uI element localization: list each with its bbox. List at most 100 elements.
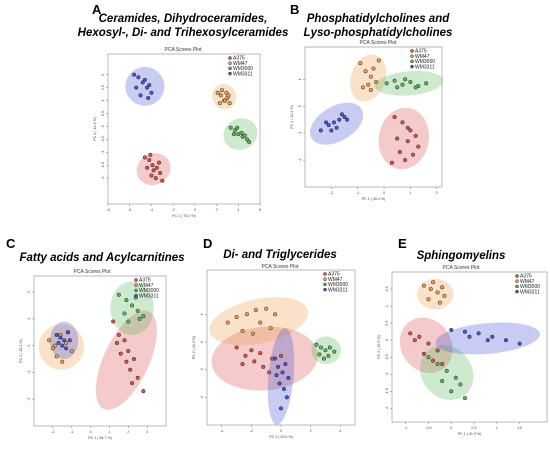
- panel-d-point-a375: [261, 364, 266, 369]
- panel-e-point-wm3000: [449, 389, 454, 394]
- panel-b-point-wm3000: [408, 79, 413, 85]
- panel-d-point-wm3000: [327, 345, 332, 350]
- panel-a-y-tick-label: -1.5: [101, 162, 105, 168]
- panel-c-point-a375: [111, 319, 116, 324]
- panel-c-plot: -2 -1 0 1 2 3 -2 -1 0 1 2 PC 1 ( 48.7 %) PC 2 ( 18.3…: [19, 275, 167, 440]
- panel-c-letter: C: [6, 236, 16, 251]
- panel-e-legend-marker: [515, 274, 519, 278]
- panel-e-point-wm3000: [435, 361, 440, 367]
- panel-e-x-tick-label: 1.5: [517, 426, 522, 430]
- panel-a-point-wm3311: [142, 77, 147, 82]
- panel-e-point-wm3000: [458, 382, 463, 387]
- panel-b-point-wm3311: [334, 125, 339, 130]
- panel-c-point-wm3000: [130, 303, 135, 308]
- panel-b-point-wm47: [358, 61, 363, 66]
- panel-b-point-wm3311: [326, 123, 331, 128]
- panel-d-point-a375: [258, 350, 263, 356]
- panel-d-point-wm3000: [318, 345, 324, 350]
- panel-b-point-wm3000: [424, 81, 429, 86]
- panel-a-letter: A: [92, 2, 102, 17]
- panel-a-point-a375: [151, 168, 156, 173]
- panel-e-plot-frame: [391, 271, 548, 423]
- panel-b-point-a375: [408, 128, 413, 133]
- panel-a-point-wm3311: [134, 85, 139, 90]
- panel-b-point-wm3000: [400, 82, 405, 87]
- panel-a-y-tick-label: 0.5: [101, 111, 105, 116]
- panel-b-plot-title: PCA Scores Plot: [360, 40, 398, 46]
- panel-c-point-wm47: [60, 359, 65, 364]
- panel-a-point-a375: [160, 178, 165, 183]
- panel-b-legend-marker: [410, 64, 414, 69]
- panel-d: D Di- and Triglycerides PCA Scores Plot: [203, 236, 337, 270]
- panel-d-ellipse-a375: [211, 326, 318, 391]
- panel-c-y-tick-label: -1: [27, 371, 31, 374]
- panel-c-point-wm3311: [67, 338, 72, 343]
- panel-b-point-wm47: [368, 74, 373, 79]
- panel-c-x-tick-label: 1: [108, 430, 110, 434]
- panel-b-point-a375: [413, 133, 418, 138]
- panel-b-ellipse-wm3311: [310, 102, 364, 145]
- panel-c-point-wm3311: [54, 332, 59, 337]
- panel-d-point-wm47: [258, 320, 263, 325]
- panel-e: E Sphingomyelins PCA Scores Plot: [398, 236, 505, 271]
- panel-d-title-line-1: Di- and Triglycerides: [223, 249, 337, 261]
- panel-c-x-tick-label: -1: [70, 430, 73, 434]
- panel-d-point-wm3311: [273, 356, 278, 361]
- panel-c-legend-label: WM3311: [139, 293, 159, 299]
- panel-b-point-wm3311: [337, 117, 342, 122]
- panel-d-point-wm47: [225, 320, 230, 325]
- panel-c-legend-marker: [134, 283, 138, 287]
- panel-a-point-wm3000: [232, 128, 238, 133]
- panel-b-x-tick-label: -2: [330, 191, 333, 195]
- panel-d-point-a375: [249, 348, 254, 353]
- panel-b-point-wm47: [363, 69, 368, 74]
- panel-e-point-wm47: [437, 300, 442, 305]
- panel-b-point-wm47: [376, 58, 381, 63]
- panel-d-legend-label: WM47: [328, 277, 343, 283]
- panel-e-point-wm47: [430, 280, 436, 285]
- panel-a-ellipse-wm3311: [125, 66, 165, 106]
- panel-d-legend-label: WM3311: [328, 287, 348, 293]
- panel-c-point-wm3000: [141, 314, 146, 319]
- panel-c-x-tick-label: -2: [51, 430, 54, 434]
- panel-c-point-a375: [124, 359, 129, 364]
- panel-e-legend-marker: [515, 279, 519, 283]
- panel-c-y-tick-label: -2: [27, 398, 31, 401]
- panel-d-legend-label: A375: [328, 272, 340, 278]
- panel-e-point-a375: [426, 341, 431, 346]
- panel-b-point-wm3311: [329, 128, 334, 133]
- panel-b-x-axis-label: PC 1 ( 45.4 %): [362, 197, 386, 201]
- panel-e-point-a375: [412, 338, 417, 343]
- panel-b-x-tick-label: -1: [356, 191, 359, 195]
- panel-e-point-wm3311: [517, 341, 522, 346]
- panel-a-plot: -8 -6 -4 -2 0 2 4 6 -2 -1.5 -1 -0.5 0 0.5 1 1.5 2 PC 1 ( …: [93, 53, 261, 218]
- panel-d-x-tick-label: 0: [280, 429, 282, 433]
- panel-d-point-wm3311: [280, 370, 285, 375]
- panel-c: C Fatty acids and Acylcarnitines PCA Sco…: [6, 236, 185, 275]
- panel-b-point-a375: [395, 136, 400, 141]
- panel-a-x-tick-label: -4: [150, 208, 153, 212]
- panel-a-x-tick-label: -8: [106, 208, 109, 212]
- panel-c-point-a375: [141, 389, 146, 394]
- panel-a-point-wm47: [223, 98, 228, 103]
- panel-e-point-wm3000: [426, 355, 431, 360]
- panel-e-point-wm3311: [467, 334, 472, 339]
- panel-a-point-wm47: [215, 90, 220, 95]
- panel-b-point-wm47: [366, 82, 371, 87]
- panel-c-plot-title: PCA Scores Plot: [74, 269, 112, 275]
- panel-b-legend-label: A375: [415, 49, 427, 55]
- panel-c-point-wm3311: [64, 346, 69, 351]
- panel-c-point-a375: [118, 351, 123, 356]
- panel-b-ellipse-wm47: [350, 54, 387, 102]
- panel-c-point-wm3000: [135, 308, 140, 313]
- panel-c-legend-label: A375: [139, 278, 151, 284]
- panel-c-x-tick-label: 0: [90, 430, 92, 434]
- panel-a-y-tick-label: -2: [101, 177, 105, 180]
- panel-d-point-wm3311: [277, 381, 282, 386]
- panel-c-point-a375: [135, 375, 140, 380]
- panel-a-x-tick-label: -2: [172, 208, 175, 212]
- panel-a-x-tick-label: 4: [237, 208, 239, 212]
- panel-c-legend-marker: [134, 278, 138, 282]
- panel-d-plot-title: PCA Scores Plot: [262, 264, 300, 270]
- panel-e-legend-label: A375: [520, 274, 532, 280]
